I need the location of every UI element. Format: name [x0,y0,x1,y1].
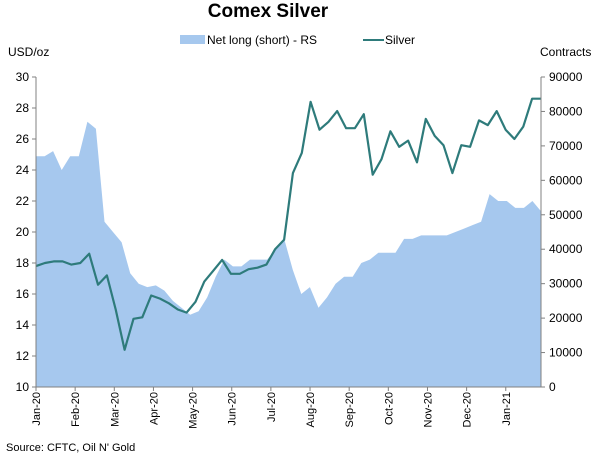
x-tick-label: Oct-20 [383,392,395,425]
x-tick-label: Sep-20 [344,392,356,427]
x-tick-label: Aug-20 [305,392,317,427]
left-tick-label: 26 [16,132,30,146]
right-tick-label: 90000 [549,70,583,84]
legend: Net long (short) - RS Silver [180,33,415,47]
silver-line [35,97,541,351]
right-tick-label: 50000 [549,208,583,222]
right-tick-label: 30000 [549,277,583,291]
x-tick-label: Nov-20 [422,392,434,427]
right-tick-label: 70000 [549,139,583,153]
plot-area [35,97,541,388]
left-tick-label: 16 [16,287,30,301]
left-tick-label: 14 [16,318,30,332]
x-tick-label: Jan-21 [501,392,513,426]
left-tick-label: 18 [16,256,30,270]
legend-area-swatch [180,35,205,44]
left-tick-label: 22 [16,194,30,208]
x-tick-label: Jan-20 [31,392,43,426]
left-tick-label: 24 [16,163,30,177]
left-tick-label: 12 [16,349,30,363]
right-tick-label: 10000 [549,346,583,360]
left-tick-label: 28 [16,101,30,115]
legend-area-label: Net long (short) - RS [207,33,317,47]
x-tick-label: Jun-20 [227,392,239,426]
right-tick-label: 40000 [549,242,583,256]
right-tick-label: 0 [549,380,556,394]
right-tick-label: 20000 [549,311,583,325]
left-axis-unit: USD/oz [8,45,49,59]
left-tick-label: 20 [16,225,30,239]
left-tick-label: 10 [16,380,30,394]
net-long-area [36,121,541,388]
axes: 10 12 14 16 18 20 22 24 26 28 30 0 10000 20000 30000 40… [16,70,583,429]
right-tick-label: 60000 [549,173,583,187]
x-tick-label: Mar-20 [109,392,121,427]
x-tick-label: May-20 [188,392,200,429]
x-tick-label: Apr-20 [148,392,160,425]
source-note: Source: CFTC, Oil N' Gold [6,442,135,454]
left-tick-label: 30 [16,70,30,84]
legend-line-label: Silver [385,33,415,47]
right-tick-label: 80000 [549,104,583,118]
chart-title: Comex Silver [208,1,329,22]
right-axis-unit: Contracts [540,45,591,59]
x-tick-label: Jul-20 [266,392,278,422]
x-tick-label: Dec-20 [462,392,474,427]
x-tick-label: Feb-20 [70,392,82,427]
